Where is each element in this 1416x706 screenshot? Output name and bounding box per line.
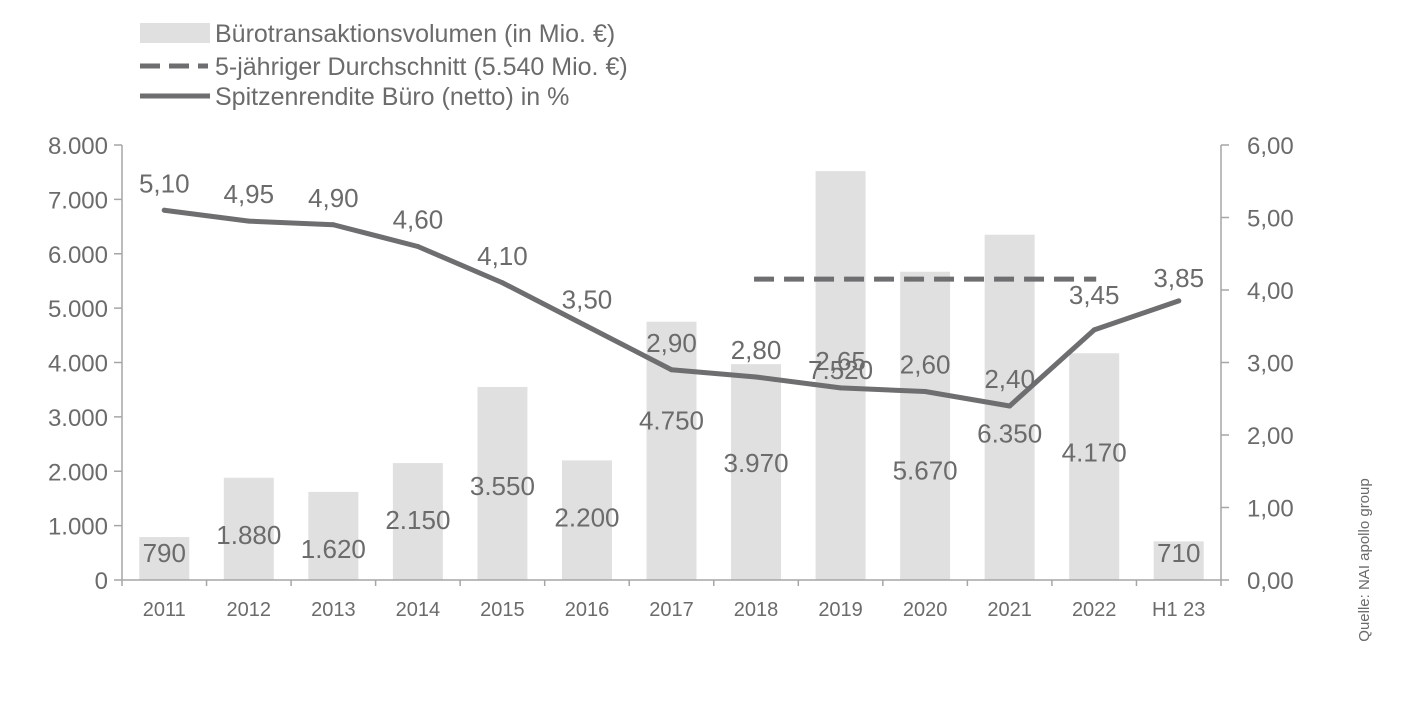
x-tick-label: 2022 bbox=[1072, 599, 1117, 621]
legend-label-bar: Bürotransaktionsvolumen (in Mio. €) bbox=[215, 20, 615, 48]
bar-value-label: 2.200 bbox=[554, 502, 619, 532]
y-left-tick-label: 4.000 bbox=[48, 351, 108, 378]
bar-value-label: 5.670 bbox=[893, 456, 958, 486]
y-left-tick-label: 7.000 bbox=[48, 187, 108, 214]
y-left-tick-label: 3.000 bbox=[48, 405, 108, 432]
yield-value-label: 3,45 bbox=[1069, 280, 1120, 310]
bar-value-label: 4.750 bbox=[639, 406, 704, 436]
bar-2013 bbox=[308, 491, 359, 580]
x-tick-label: 2011 bbox=[143, 599, 186, 621]
x-tick-label: 2014 bbox=[396, 599, 441, 621]
y-right-tick-label: 0,00 bbox=[1247, 568, 1294, 595]
yield-value-label: 3,50 bbox=[562, 284, 613, 314]
yield-value-label: 4,95 bbox=[224, 179, 275, 209]
bar-2020 bbox=[900, 271, 951, 580]
x-tick-label: 2021 bbox=[987, 599, 1032, 621]
yield-value-label: 3,85 bbox=[1153, 263, 1204, 293]
legend: Bürotransaktionsvolumen (in Mio. €) 5-jäh… bbox=[140, 20, 628, 111]
bar-value-label: 7.520 bbox=[808, 355, 873, 385]
bar-2016 bbox=[561, 460, 612, 580]
bar-value-label: 1.620 bbox=[301, 534, 366, 564]
bar-2019 bbox=[815, 171, 866, 580]
x-tick-label: 2020 bbox=[903, 599, 948, 621]
bar-2015 bbox=[477, 386, 528, 580]
bar-value-label: 1.880 bbox=[216, 520, 281, 550]
yield-value-label: 4,90 bbox=[308, 183, 359, 213]
yield-value-label: 2,60 bbox=[900, 350, 951, 380]
yield-point bbox=[922, 389, 928, 394]
bar-value-label: 710 bbox=[1157, 538, 1200, 568]
yield-value-label: 4,60 bbox=[393, 205, 444, 235]
data-labels-group: 790 1.880 1.620 2.150 3.550 2.200 4.750 3.970 7.… bbox=[139, 168, 1204, 568]
bar-value-label: 3.970 bbox=[723, 448, 788, 478]
bar-value-label: 6.350 bbox=[977, 419, 1042, 449]
yield-point bbox=[499, 280, 505, 286]
y-right-tick-label: 3,00 bbox=[1247, 351, 1294, 378]
x-tick-label: 2015 bbox=[480, 599, 525, 621]
yield-point bbox=[161, 207, 167, 213]
y-right-tick-label: 4,00 bbox=[1247, 278, 1294, 305]
x-tick-label: H1 23 bbox=[1152, 599, 1205, 621]
y-left-tick-label: 6.000 bbox=[48, 242, 108, 269]
y-left-tick-label: 2.000 bbox=[48, 459, 108, 486]
bar-2018 bbox=[731, 364, 782, 580]
bar-2022 bbox=[1069, 353, 1120, 580]
yield-value-label: 2,90 bbox=[646, 328, 697, 358]
yield-point bbox=[415, 244, 421, 249]
yield-point bbox=[669, 367, 674, 373]
yield-point bbox=[1091, 327, 1097, 333]
x-tick-label: 2017 bbox=[649, 599, 694, 621]
yield-point bbox=[584, 323, 590, 329]
y-right-tick-label: 1,00 bbox=[1247, 496, 1294, 523]
legend-label-line: Spitzenrendite Büro (netto) in % bbox=[215, 83, 569, 111]
bar-2017 bbox=[646, 321, 697, 580]
bar-2014 bbox=[392, 463, 443, 580]
yield-line-group bbox=[161, 207, 1182, 409]
bar-value-label: 2.150 bbox=[385, 505, 450, 535]
bars-group bbox=[139, 171, 1204, 580]
yield-value-label: 2,80 bbox=[731, 335, 782, 365]
y-left-tick-label: 1.000 bbox=[48, 514, 108, 541]
bar-value-label: 3.550 bbox=[470, 471, 535, 501]
y-right-tick-label: 5,00 bbox=[1247, 206, 1294, 233]
x-tick-label: 2019 bbox=[818, 599, 863, 621]
x-tick-label: 2018 bbox=[734, 599, 779, 621]
x-tick-label: 2016 bbox=[565, 599, 610, 621]
yield-point bbox=[330, 222, 336, 228]
yield-point bbox=[838, 385, 844, 391]
bar-h1-23 bbox=[1153, 541, 1204, 580]
x-tick-label: 2013 bbox=[311, 599, 356, 621]
legend-swatch-bar bbox=[140, 23, 210, 43]
yield-value-label: 2,40 bbox=[984, 364, 1035, 394]
bar-2012 bbox=[223, 477, 274, 580]
axes-group: 0 1.000 2.000 3.000 4.000 5.000 6.000 7.000 8.00… bbox=[48, 133, 1294, 621]
yield-value-label: 4,10 bbox=[477, 241, 528, 271]
y-left-tick-label: 0 bbox=[95, 568, 108, 595]
yield-point bbox=[753, 374, 759, 380]
yield-point bbox=[1176, 298, 1182, 304]
bar-2011 bbox=[139, 537, 190, 580]
source-note: Quelle: NAI apollo group bbox=[1356, 478, 1373, 641]
y-left-tick-label: 8.000 bbox=[48, 133, 108, 160]
y-left-tick-label: 5.000 bbox=[48, 296, 108, 323]
legend-label-dashed: 5-jähriger Durchschnitt (5.540 Mio. €) bbox=[215, 53, 628, 81]
yield-point bbox=[246, 218, 252, 224]
y-right-tick-label: 2,00 bbox=[1247, 423, 1294, 450]
x-tick-label: 2012 bbox=[227, 599, 272, 621]
bar-value-label: 790 bbox=[143, 538, 186, 568]
yield-point bbox=[1007, 403, 1013, 409]
y-right-tick-label: 6,00 bbox=[1247, 133, 1294, 160]
yield-value-label: 5,10 bbox=[139, 168, 190, 198]
bar-value-label: 4.170 bbox=[1062, 437, 1127, 467]
yield-value-label: 2,65 bbox=[815, 346, 866, 376]
